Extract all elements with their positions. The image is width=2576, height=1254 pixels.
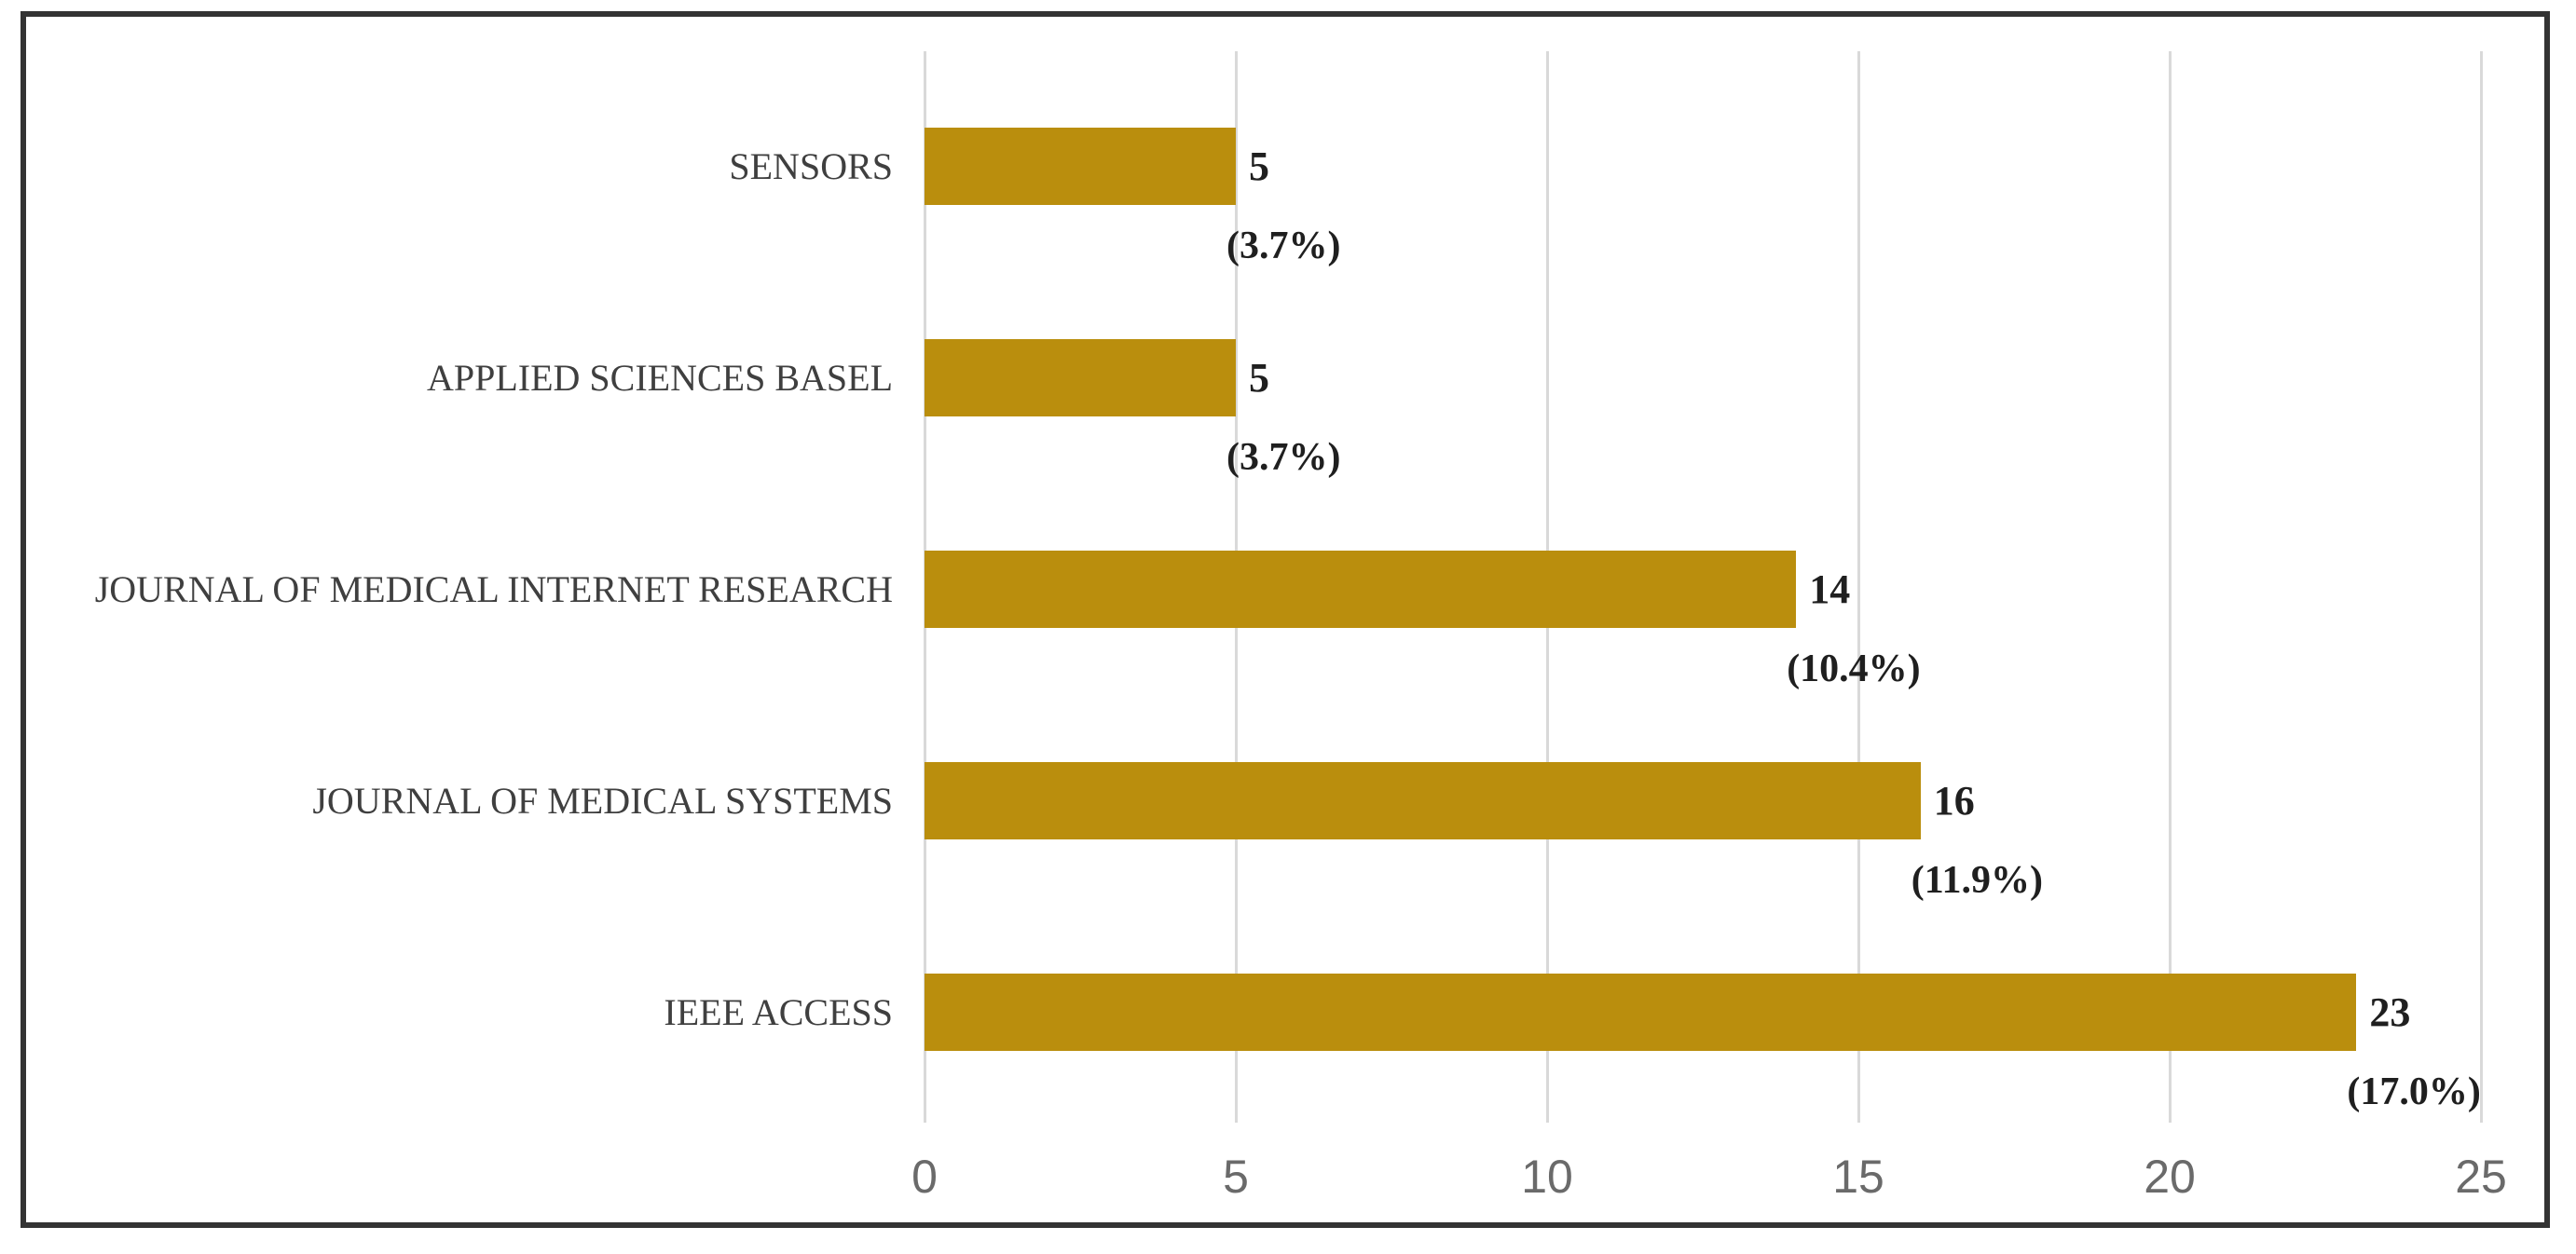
value-label: 16 [1933, 778, 1975, 824]
gridline [2479, 51, 2483, 1123]
value-label: 14 [1809, 566, 1851, 612]
bar-row: IEEE ACCESS 23 (17.0%) [0, 974, 2576, 1113]
value-label-group: 16 (11.9%) [1911, 762, 2307, 903]
value-label: 5 [1249, 143, 1269, 189]
value-label: 5 [1249, 355, 1269, 401]
percent-label: (3.7%) [1226, 436, 1341, 479]
bar [925, 551, 1797, 628]
bar [925, 762, 1921, 839]
bar [925, 974, 2357, 1051]
bar-row: JOURNAL OF MEDICAL INTERNET RESEARCH 14 … [0, 551, 2576, 690]
x-tick-label: 20 [2144, 1151, 2196, 1203]
category-label: JOURNAL OF MEDICAL INTERNET RESEARCH [94, 568, 893, 610]
bar [925, 128, 1236, 205]
x-tick-label: 25 [2455, 1151, 2507, 1203]
category-label: IEEE ACCESS [664, 991, 893, 1033]
bar-row: JOURNAL OF MEDICAL SYSTEMS 16 (11.9%) [0, 762, 2576, 902]
bar-row: APPLIED SCIENCES BASEL 5 (3.7%) [0, 339, 2576, 479]
x-tick-label: 0 [911, 1151, 938, 1203]
value-label-group: 14 (10.4%) [1787, 551, 2182, 691]
value-label-group: 5 (3.7%) [1226, 339, 1622, 480]
percent-label: (3.7%) [1226, 225, 1341, 267]
gridline [1857, 51, 1860, 1123]
x-tick-label: 15 [1832, 1151, 1884, 1203]
x-tick-label: 5 [1223, 1151, 1249, 1203]
value-label-group: 5 (3.7%) [1226, 128, 1622, 268]
percent-label: (17.0%) [2347, 1070, 2481, 1113]
gridline [2168, 51, 2172, 1123]
category-label: JOURNAL OF MEDICAL SYSTEMS [312, 780, 893, 822]
value-label: 23 [2369, 989, 2411, 1035]
x-tick-label: 10 [1521, 1151, 1573, 1203]
bar-row: SENSORS 5 (3.7%) [0, 128, 2576, 267]
category-label: SENSORS [729, 145, 893, 187]
percent-label: (11.9%) [1911, 859, 2043, 902]
category-label: APPLIED SCIENCES BASEL [426, 357, 893, 399]
bar [925, 339, 1236, 416]
percent-label: (10.4%) [1787, 647, 1921, 690]
value-label-group: 23 (17.0%) [2347, 974, 2576, 1114]
